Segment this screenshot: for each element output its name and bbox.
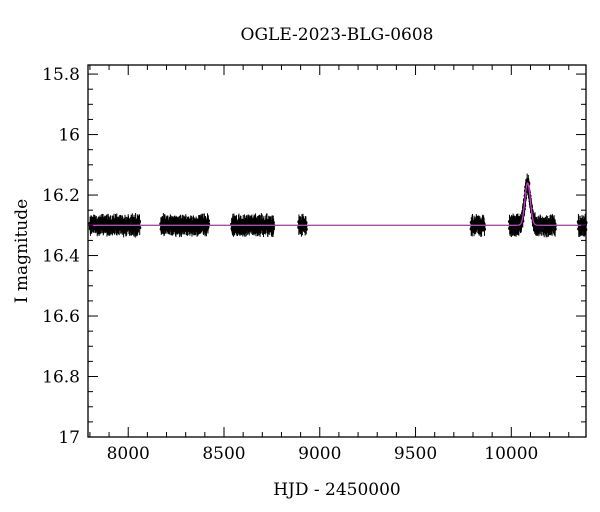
x-tick-label: 10000 (484, 444, 538, 464)
x-tick-label: 8000 (107, 444, 150, 464)
plot-frame (87, 64, 587, 438)
x-tick-label: 9000 (298, 444, 341, 464)
y-tick-label: 16.6 (42, 307, 80, 327)
axis-ticks-layer: 8000 8500 9000 9500 10000 15.8 16 16.2 16.4 16.6 1… (42, 65, 586, 464)
model-curve-layer (88, 182, 586, 226)
y-tick-label: 16 (58, 126, 80, 146)
x-tick-label: 9500 (394, 444, 437, 464)
data-point (304, 227, 308, 231)
y-tick-label: 16.8 (42, 368, 80, 388)
y-tick-label: 16.4 (42, 247, 80, 267)
y-tick-label: 15.8 (42, 65, 80, 85)
data-point (138, 226, 142, 230)
chart-title: OGLE-2023-BLG-0608 (241, 25, 434, 45)
x-tick-label: 8500 (202, 444, 245, 464)
data-point (304, 221, 308, 225)
y-tick-label: 17 (58, 428, 80, 448)
data-point (584, 221, 588, 225)
y-axis-label: I magnitude (12, 199, 32, 303)
x-axis-label: HJD - 2450000 (273, 480, 401, 500)
data-point (553, 227, 557, 231)
y-tick-label: 16.2 (42, 186, 80, 206)
data-point (482, 227, 487, 231)
data-point (584, 227, 588, 232)
model-curve (88, 182, 586, 226)
data-points-layer (88, 173, 588, 238)
